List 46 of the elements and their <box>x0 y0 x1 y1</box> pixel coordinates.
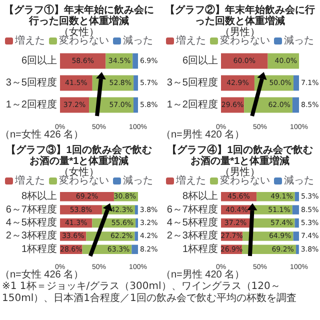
bar <box>134 232 138 241</box>
legend-label: 減った <box>284 174 314 186</box>
bar <box>294 192 299 202</box>
chart-title: 【グラフ①】年末年始に飲み会に行った回数と体重増減 <box>4 4 154 27</box>
bar <box>134 205 138 214</box>
y-tick-label: 1～2回程度 <box>166 98 218 110</box>
bar <box>296 244 299 254</box>
text: （n=女性 426 名） <box>0 128 84 140</box>
legend-label: 増えた <box>14 34 45 46</box>
chart-title: 【グラフ④】1回の飲み会で飲むお酒の量*1と体重増減 <box>167 144 313 167</box>
bar <box>134 75 138 91</box>
text: （n=男性 420 名） <box>161 268 245 280</box>
text: （n=女性 426 名） <box>0 268 84 280</box>
text: （n=男性 420 名） <box>161 128 245 140</box>
y-tick-label: 1～2回程度 <box>6 98 57 110</box>
y-tick-label: 2～3杯程度 <box>6 230 57 242</box>
y-tick-label: 3～5回程度 <box>166 76 218 88</box>
chart-title: 【グラフ②】年末年始飲み会に行った回数と体重増減 <box>165 4 315 27</box>
y-tick-label: 6～7杯程度 <box>6 203 57 216</box>
bar <box>132 53 138 69</box>
y-tick-label: 4～5杯程度 <box>166 216 218 228</box>
legend-label: 増えた <box>14 174 45 186</box>
y-tick-label: 1杯程度 <box>21 242 57 255</box>
bar <box>294 218 299 228</box>
legend-label: 増えた <box>175 174 206 186</box>
y-tick-label: 6～7杯程度 <box>166 203 218 216</box>
y-tick-label: 3～5回程度 <box>6 76 57 88</box>
bar <box>293 75 299 91</box>
y-tick-label: 1杯程度 <box>182 242 218 255</box>
bar <box>133 97 138 113</box>
y-tick-label: 6回以上 <box>182 54 218 66</box>
y-tick-label: 2～3杯程度 <box>166 230 218 242</box>
chart-title: 【グラフ③】1回の飲み会で飲むお酒の量*1と体重増減 <box>6 144 152 167</box>
y-tick-label: 6回以上 <box>21 54 57 66</box>
bar <box>292 97 299 113</box>
legend-label: 減った <box>123 34 153 46</box>
legend-label: 減った <box>123 174 153 186</box>
bar <box>292 205 299 214</box>
y-tick-label: 4～5杯程度 <box>6 216 57 228</box>
bar <box>293 232 299 241</box>
y-tick-label: 8杯以上 <box>182 190 218 202</box>
legend-label: 減った <box>284 34 314 46</box>
text: ※1 1杯＝ジョッキ/グラス（300ml）、ワイングラス（120～150ml）、日本酒1合程度／1回の飲み会で飲む平均の杯数を調査 <box>2 281 298 305</box>
y-tick-label: 8杯以上 <box>21 190 57 202</box>
bar <box>132 244 138 254</box>
legend-label: 増えた <box>175 34 206 46</box>
